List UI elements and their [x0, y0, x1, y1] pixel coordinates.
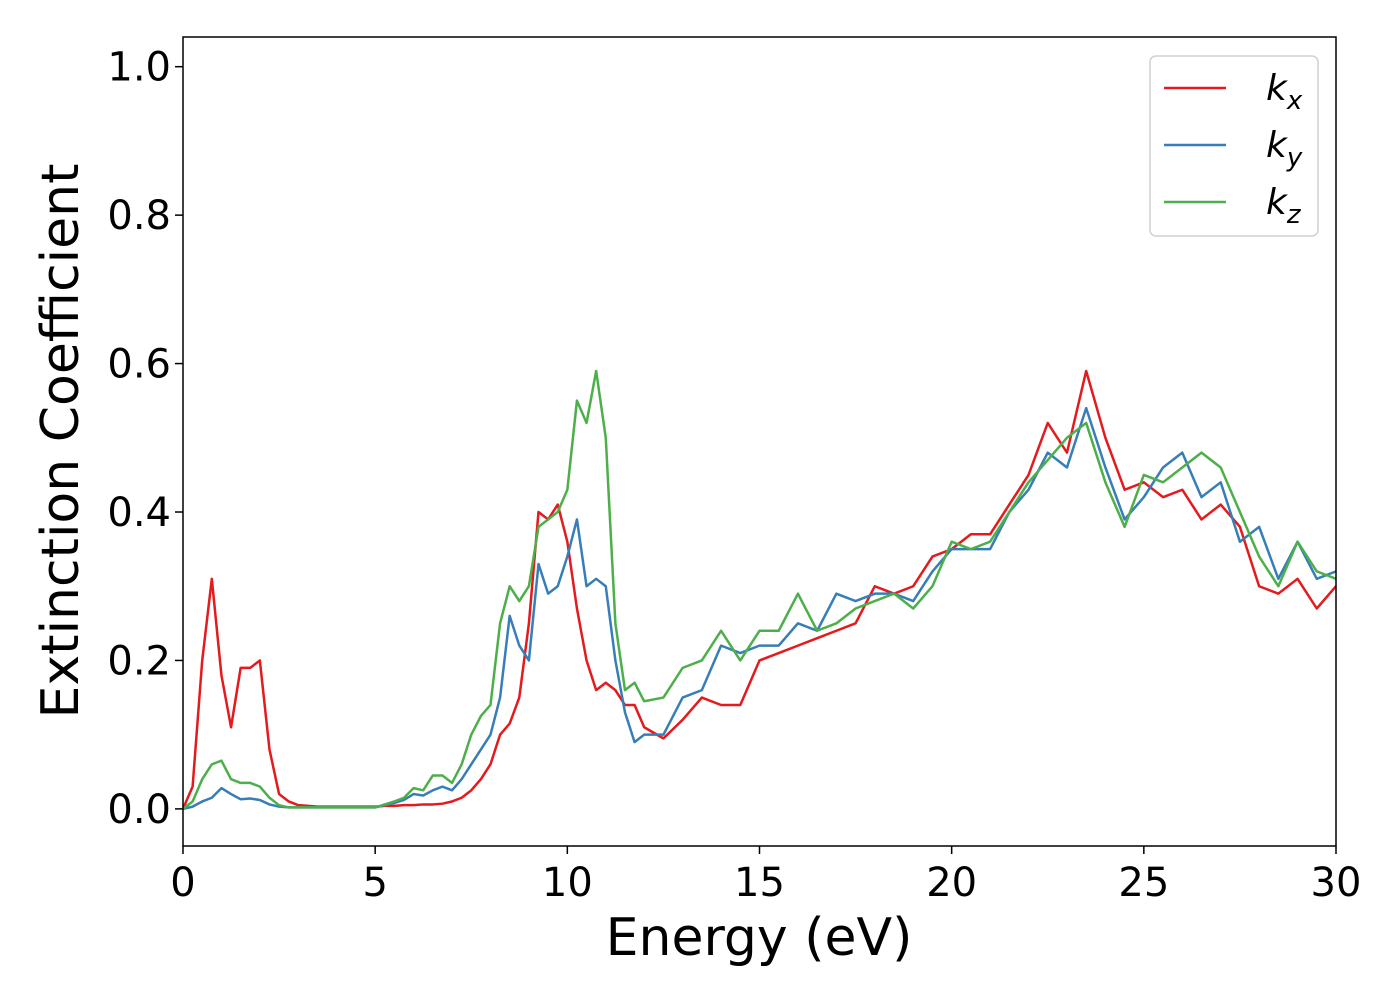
- y-tick-label: 0.4: [107, 490, 171, 536]
- y-tick-label: 1.0: [107, 45, 171, 91]
- legend-label: ky: [1266, 125, 1303, 173]
- x-tick-label: 5: [362, 860, 387, 906]
- legend-box: [1149, 55, 1319, 237]
- y-tick-label: 0.6: [107, 342, 171, 388]
- x-tick-label: 15: [734, 860, 785, 906]
- x-axis-label: Energy (eV): [606, 908, 913, 968]
- y-tick-label: 0.0: [107, 787, 171, 833]
- plot-frame: [182, 36, 1337, 847]
- x-tick-label: 25: [1118, 860, 1169, 906]
- y-tick-label: 0.8: [107, 193, 171, 239]
- legend-label: kz: [1266, 182, 1302, 230]
- x-tick-label: 30: [1311, 860, 1362, 906]
- y-tick-label: 0.2: [107, 638, 171, 684]
- y-axis-label: Extinction Coefficient: [31, 164, 91, 719]
- x-tick-label: 20: [926, 860, 977, 906]
- legend: kx ky kz: [1149, 55, 1319, 237]
- series-line: [182, 369, 1337, 810]
- x-tick-label: 10: [542, 860, 593, 906]
- legend-label: kx: [1266, 68, 1303, 116]
- x-tick-label: 0: [170, 860, 195, 906]
